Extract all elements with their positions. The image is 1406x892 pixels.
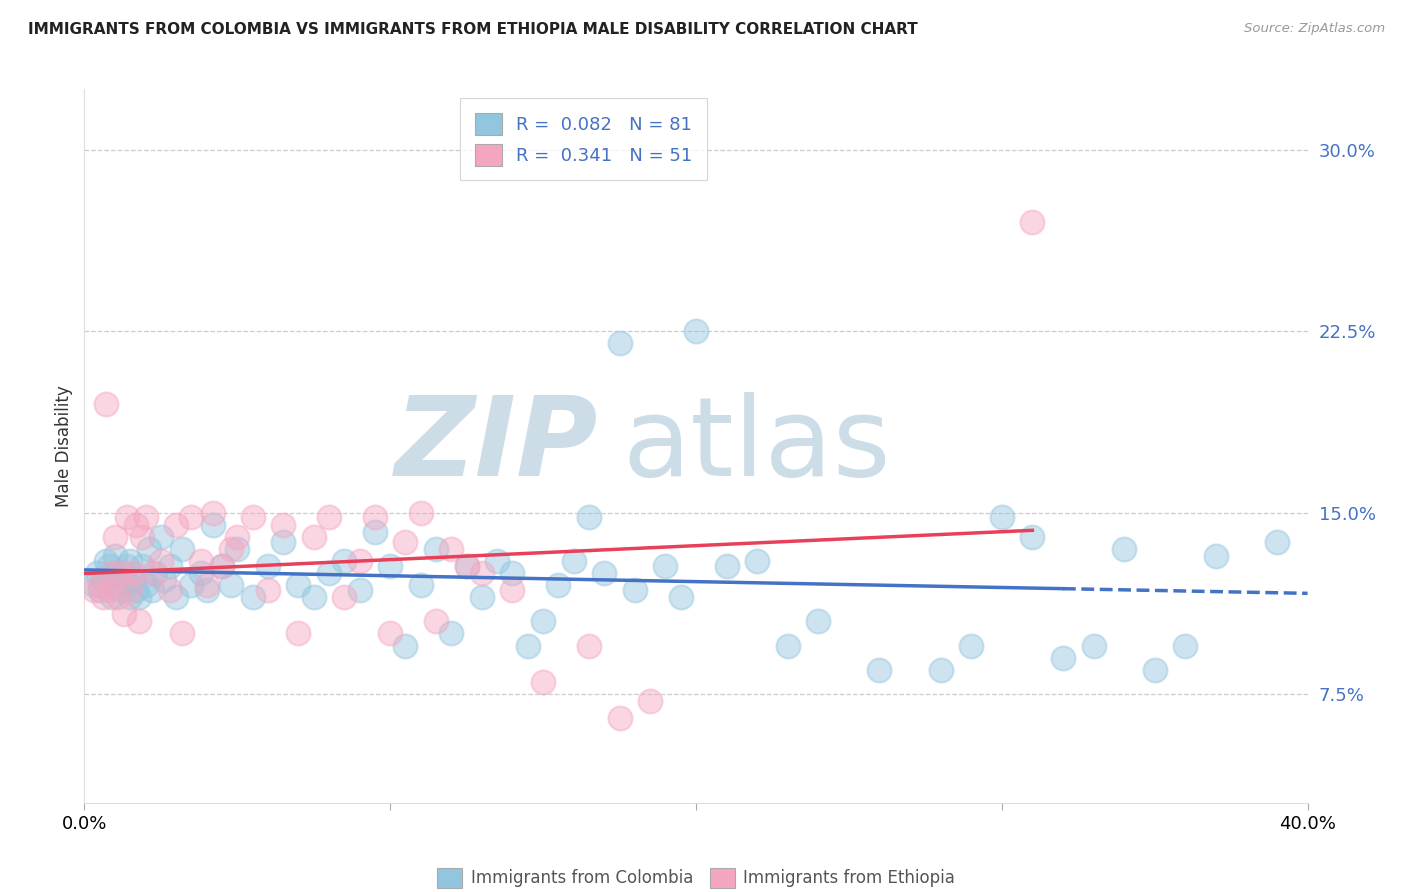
Point xyxy=(83,578,105,592)
Point xyxy=(716,558,738,573)
Point xyxy=(91,574,114,588)
Point xyxy=(669,590,692,604)
Text: IMMIGRANTS FROM COLOMBIA VS IMMIGRANTS FROM ETHIOPIA MALE DISABILITY CORRELATION: IMMIGRANTS FROM COLOMBIA VS IMMIGRANTS F… xyxy=(28,22,918,37)
Point xyxy=(394,534,416,549)
Point xyxy=(159,558,181,573)
Point xyxy=(869,663,891,677)
Point xyxy=(172,626,194,640)
Point xyxy=(86,566,108,580)
Point xyxy=(318,510,340,524)
Point xyxy=(143,566,166,580)
Point xyxy=(165,517,187,532)
Point xyxy=(107,590,129,604)
Point xyxy=(929,663,952,677)
Point xyxy=(425,615,447,629)
Point xyxy=(141,582,163,597)
Point xyxy=(115,510,138,524)
Point xyxy=(271,517,294,532)
Point xyxy=(502,582,524,597)
Point xyxy=(638,694,661,708)
Point xyxy=(271,534,294,549)
Point xyxy=(101,566,124,580)
Point xyxy=(149,530,172,544)
Point xyxy=(471,566,494,580)
Point xyxy=(349,582,371,597)
Point xyxy=(747,554,769,568)
Point xyxy=(165,590,187,604)
Point xyxy=(190,554,212,568)
Point xyxy=(120,582,142,597)
Point xyxy=(380,626,402,640)
Point xyxy=(1052,650,1074,665)
Point xyxy=(131,558,153,573)
Point xyxy=(159,582,181,597)
Point xyxy=(807,615,830,629)
Point xyxy=(110,582,132,597)
Point xyxy=(960,639,983,653)
Point xyxy=(112,566,135,580)
Point xyxy=(609,336,631,351)
Point xyxy=(1205,549,1227,563)
Point xyxy=(120,554,142,568)
Point xyxy=(128,615,150,629)
Point xyxy=(242,510,264,524)
Point xyxy=(394,639,416,653)
Point xyxy=(91,590,114,604)
Point xyxy=(349,554,371,568)
Point xyxy=(89,578,111,592)
Point xyxy=(135,510,157,524)
Point xyxy=(776,639,799,653)
Point xyxy=(1265,534,1288,549)
Point xyxy=(486,554,509,568)
Point xyxy=(531,674,554,689)
Point xyxy=(115,558,138,573)
Point xyxy=(97,582,120,597)
Text: atlas: atlas xyxy=(623,392,891,500)
Point xyxy=(219,578,242,592)
Point xyxy=(257,558,280,573)
Point xyxy=(104,566,127,580)
Point xyxy=(562,554,585,568)
Point xyxy=(219,541,242,556)
Point xyxy=(128,590,150,604)
Point xyxy=(425,541,447,556)
Point xyxy=(195,578,218,592)
Point xyxy=(440,541,463,556)
Point xyxy=(593,566,616,580)
Point xyxy=(101,590,124,604)
Point xyxy=(409,578,432,592)
Point xyxy=(226,541,249,556)
Point xyxy=(578,639,600,653)
Point xyxy=(1021,530,1043,544)
Point xyxy=(364,510,387,524)
Point xyxy=(125,517,148,532)
Point xyxy=(104,530,127,544)
Point xyxy=(180,578,202,592)
Point xyxy=(409,506,432,520)
Point xyxy=(287,578,309,592)
Point xyxy=(471,590,494,604)
Point xyxy=(609,711,631,725)
Point xyxy=(516,639,538,653)
Point xyxy=(172,541,194,556)
Point xyxy=(302,590,325,604)
Legend: Immigrants from Colombia, Immigrants from Ethiopia: Immigrants from Colombia, Immigrants fro… xyxy=(430,861,962,892)
Point xyxy=(195,582,218,597)
Point xyxy=(380,558,402,573)
Point xyxy=(94,554,117,568)
Point xyxy=(149,554,172,568)
Point xyxy=(110,566,132,580)
Point xyxy=(654,558,676,573)
Point xyxy=(201,506,224,520)
Point xyxy=(122,574,145,588)
Point xyxy=(685,324,707,338)
Point xyxy=(456,558,478,573)
Point xyxy=(257,582,280,597)
Point xyxy=(1114,541,1136,556)
Point xyxy=(1143,663,1166,677)
Point xyxy=(83,582,105,597)
Point xyxy=(547,578,569,592)
Point xyxy=(333,554,356,568)
Point xyxy=(302,530,325,544)
